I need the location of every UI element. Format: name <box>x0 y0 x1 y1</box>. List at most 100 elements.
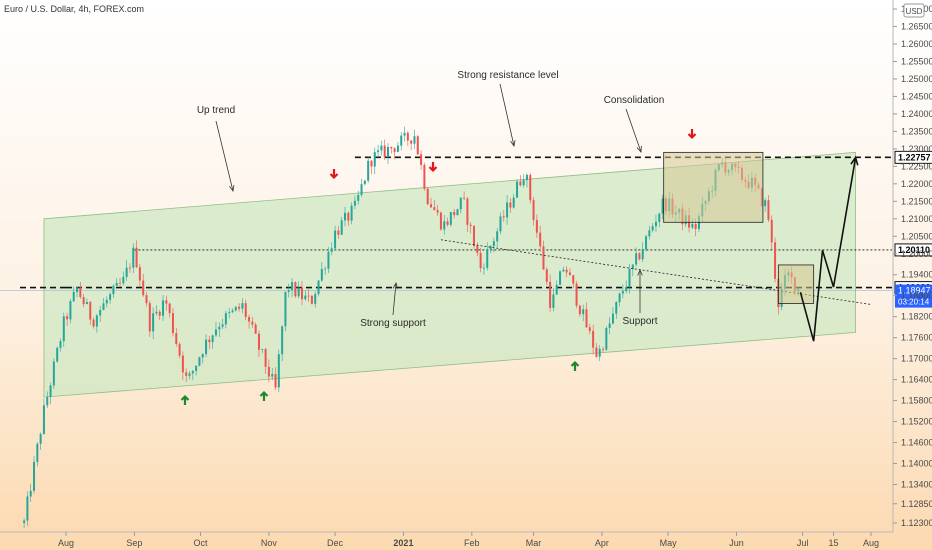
candle-body <box>165 300 168 304</box>
candle-body <box>26 496 29 521</box>
candle-body <box>605 327 608 350</box>
y-tick-label: 1.20500 <box>901 231 932 241</box>
candle-body <box>535 219 538 233</box>
annotation-pointer <box>392 282 397 316</box>
candle-body <box>334 230 337 249</box>
candle-body <box>423 164 426 189</box>
y-tick-label: 1.26000 <box>901 39 932 49</box>
candle-body <box>542 246 545 270</box>
candle-body <box>82 297 85 305</box>
candle-body <box>33 461 36 491</box>
candle-body <box>555 284 558 295</box>
candle-body <box>214 329 217 336</box>
candle-body <box>122 276 125 284</box>
y-tick-label: 1.24500 <box>901 91 932 101</box>
candle-body <box>72 292 75 302</box>
candle-body <box>486 249 489 268</box>
arrow-down-icon-head <box>329 173 339 180</box>
candle-body <box>274 374 277 388</box>
projection-path <box>799 157 857 342</box>
candle-body <box>426 188 429 205</box>
candle-body <box>125 267 128 277</box>
y-tick-label: 1.24000 <box>901 109 932 119</box>
candle-body <box>499 216 502 232</box>
candle-body <box>774 242 777 279</box>
time-axis[interactable]: Aug Sep Oct Nov Dec 2021 Feb Mar Apr May Jun Jul 15 A… <box>0 531 893 548</box>
candle-body <box>578 305 581 315</box>
candle-body <box>628 269 631 288</box>
price-level-tag-label: 1.20110 <box>898 245 930 255</box>
candle-body <box>148 303 151 332</box>
range-box <box>777 264 815 304</box>
price-level-tag-label: 1.22757 <box>898 152 931 162</box>
candle-body <box>529 174 532 201</box>
candle-body <box>181 355 184 373</box>
candle-body <box>638 253 641 260</box>
currency-badge[interactable]: USD <box>903 3 925 18</box>
candle-body <box>489 246 492 250</box>
current-price-label: 1.18947 <box>898 286 931 296</box>
candle-body <box>370 160 373 167</box>
trend-channel-fill <box>43 151 856 398</box>
x-tick-label: Jun <box>729 538 744 548</box>
candle-body <box>327 251 330 269</box>
candle-body <box>492 241 495 247</box>
candle-body <box>102 303 105 311</box>
price-axis[interactable]: 1.12300 1.12850 1.13400 1.14000 1.14600 1.152… <box>892 0 932 532</box>
candle-body <box>145 295 148 304</box>
candle-body <box>171 313 174 334</box>
x-tick-label: Apr <box>595 538 609 548</box>
chart-overlays: Up trend Strong resistance level Consolida… <box>180 70 872 405</box>
y-tick-label: 1.22000 <box>901 179 932 189</box>
candle-body <box>559 271 562 285</box>
candle-body <box>29 490 32 497</box>
x-tick-label: Nov <box>261 538 278 548</box>
y-tick-label: 1.26500 <box>901 21 932 31</box>
candle-body <box>453 211 456 216</box>
candle-body <box>572 275 575 284</box>
candle-body <box>456 209 459 216</box>
candle-body <box>128 267 131 269</box>
trend-channel <box>43 151 856 398</box>
candle-body <box>218 326 221 330</box>
candle-body <box>234 306 237 311</box>
y-tick-label: 1.14000 <box>901 459 932 469</box>
candle-body <box>52 361 55 386</box>
candle-body <box>241 303 244 309</box>
arrow-down-icon-head <box>428 166 438 173</box>
candle-body <box>211 335 214 343</box>
candle-body <box>39 433 42 444</box>
x-tick-label: Aug <box>863 538 879 548</box>
candle-body <box>522 180 525 186</box>
y-tick-label: 1.15800 <box>901 396 932 406</box>
candle-body <box>694 224 697 229</box>
candle-body <box>463 197 466 199</box>
candle-body <box>393 148 396 152</box>
candle-body <box>459 197 462 210</box>
candle-body <box>621 291 624 294</box>
y-tick-label: 1.20000 <box>901 249 932 259</box>
trendline-dotted <box>440 239 872 305</box>
candle-body <box>347 212 350 221</box>
candle-body <box>198 357 201 366</box>
candle-body <box>79 287 82 298</box>
candle-body <box>178 343 181 356</box>
arrow-up-icon-head <box>259 390 269 397</box>
candle-body <box>36 443 39 462</box>
candle-body <box>446 221 449 225</box>
annotation-pointer <box>215 120 234 192</box>
candle-body <box>396 145 399 152</box>
candle-body <box>56 347 59 362</box>
candle-body <box>770 219 773 243</box>
candle-body <box>158 311 161 316</box>
candle-body <box>224 313 227 325</box>
candle-body <box>195 365 198 371</box>
consolidation-box <box>663 151 764 223</box>
price-level-tag <box>894 243 932 257</box>
candle-body <box>105 299 108 304</box>
annotation-label: Up trend <box>197 105 235 116</box>
candle-body <box>135 247 138 268</box>
candle-body <box>320 268 323 281</box>
